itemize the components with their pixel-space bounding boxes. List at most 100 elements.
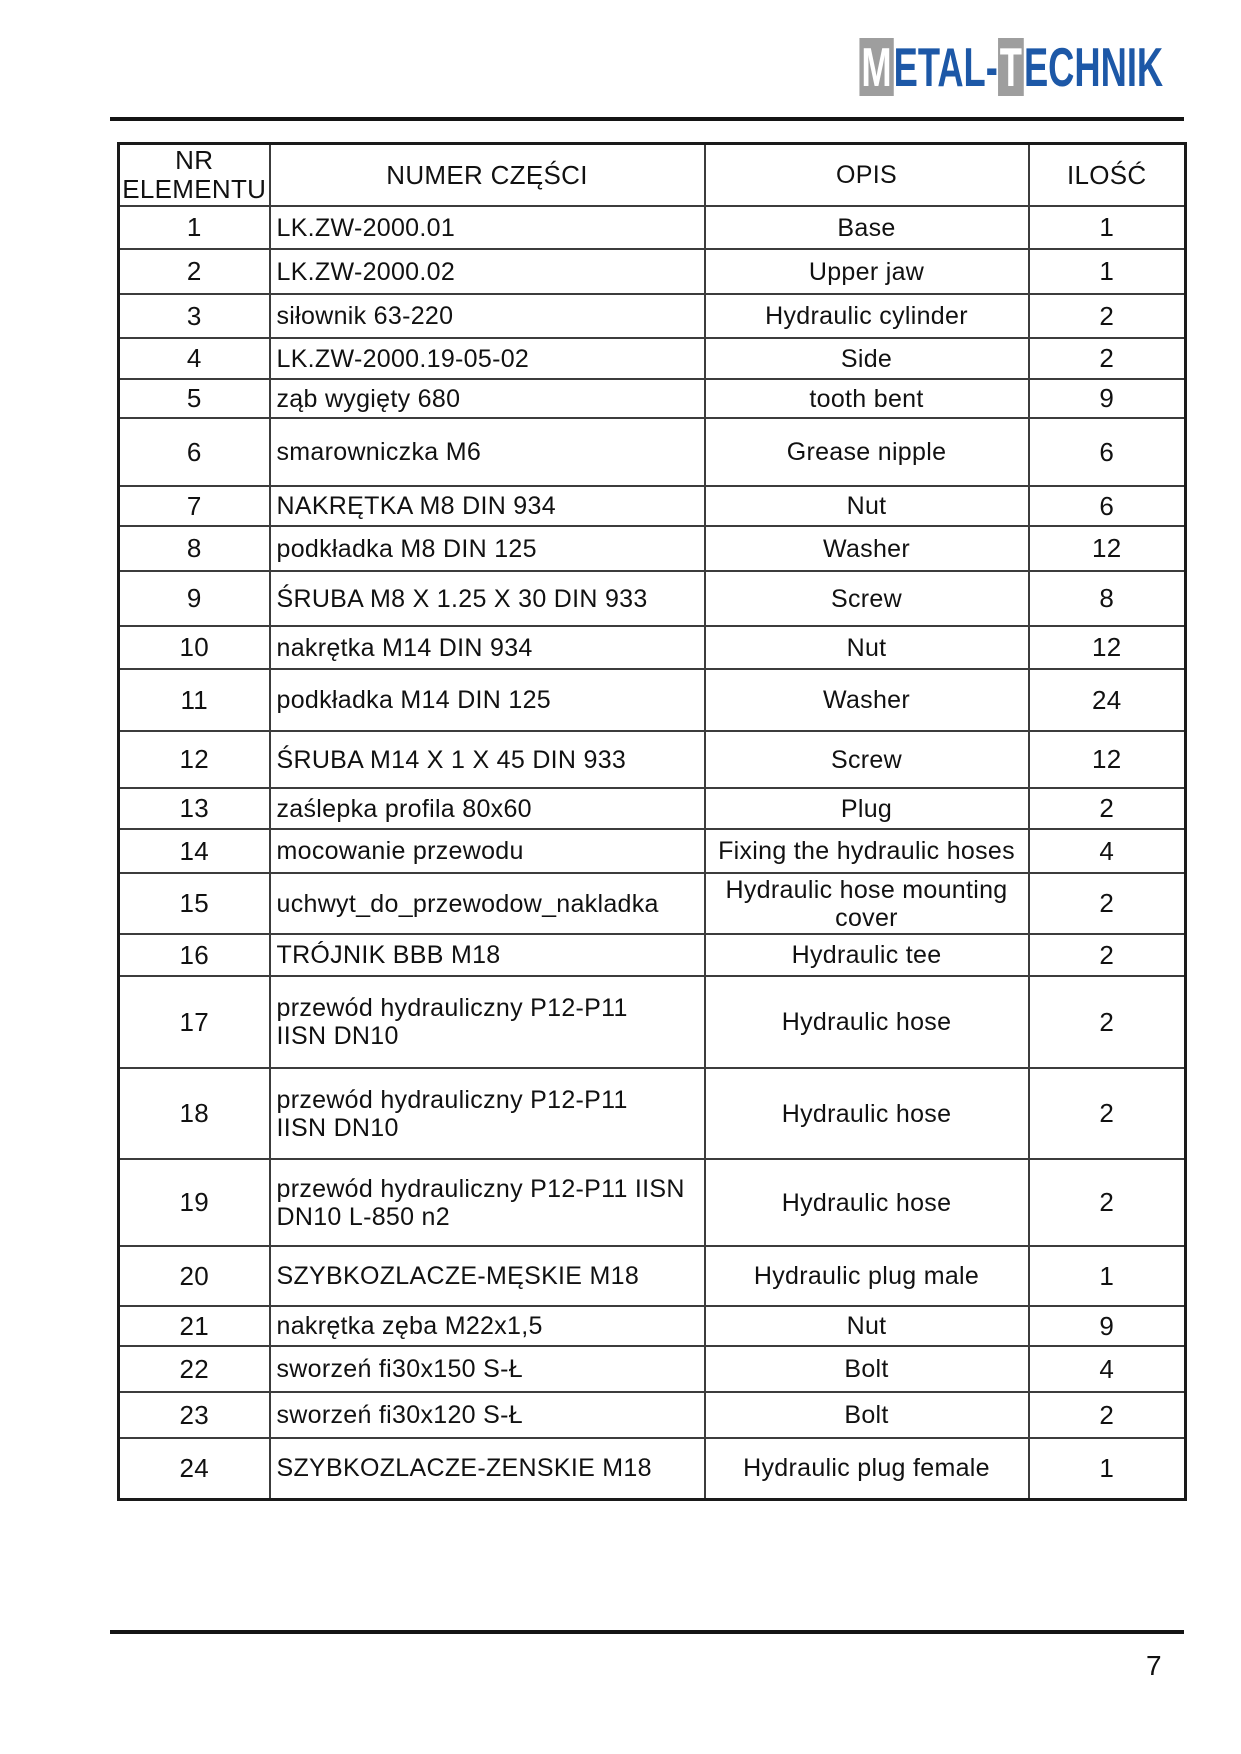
cell-opis: Hydraulic hose xyxy=(703,975,1030,1070)
cell-opis: Nut xyxy=(703,485,1030,528)
table-row: 16 TRÓJNIK BBB M18 Hydraulic tee 2 xyxy=(117,933,1187,978)
cell-numer: nakrętka zęba M22x1,5 xyxy=(268,1305,706,1348)
table-row: 22 sworzeń fi30x150 S-Ł Bolt 4 xyxy=(117,1345,1187,1394)
cell-ilosc: 1 xyxy=(1027,205,1187,251)
table-row: 8 podkładka M8 DIN 125 Washer 12 xyxy=(117,525,1187,573)
cell-ilosc: 1 xyxy=(1027,248,1187,296)
cell-numer: smarowniczka M6 xyxy=(268,417,706,488)
logo-letter-block-m: M xyxy=(859,35,894,98)
col-header-nr-elementu: NR ELEMENTU xyxy=(117,142,271,208)
cell-opis: Upper jaw xyxy=(703,248,1030,296)
cell-ilosc: 2 xyxy=(1027,1391,1187,1440)
cell-ilosc: 6 xyxy=(1027,417,1187,488)
table-row: 17 przewód hydrauliczny P12-P11 IISN DN10… xyxy=(117,975,1187,1070)
table-row: 23 sworzeń fi30x120 S-Ł Bolt 2 xyxy=(117,1391,1187,1440)
cell-ilosc: 2 xyxy=(1027,872,1187,936)
cell-ilosc: 1 xyxy=(1027,1437,1187,1501)
table-row: 11 podkładka M14 DIN 125 Washer 24 xyxy=(117,668,1187,733)
cell-nr: 2 xyxy=(117,248,271,296)
cell-ilosc: 24 xyxy=(1027,668,1187,733)
logo-letter-block-t: T xyxy=(997,35,1024,98)
table-row: 21 nakrętka zęba M22x1,5 Nut 9 xyxy=(117,1305,1187,1348)
cell-opis: Washer xyxy=(703,668,1030,733)
cell-ilosc: 2 xyxy=(1027,337,1187,381)
cell-nr: 21 xyxy=(117,1305,271,1348)
cell-opis: Base xyxy=(703,205,1030,251)
cell-nr: 9 xyxy=(117,570,271,628)
col-header-ilosc: ILOŚĆ xyxy=(1027,142,1187,208)
table-row: 24 SZYBKOZLACZE-ZENSKIE M18 Hydraulic plug… xyxy=(117,1437,1187,1501)
logo: M ETAL- T ECHNIK xyxy=(859,38,1163,96)
cell-nr: 14 xyxy=(117,828,271,875)
cell-opis: tooth bent xyxy=(703,378,1030,420)
cell-numer: uchwyt_do_przewodow_nakladka xyxy=(268,872,706,936)
table-row: 15 uchwyt_do_przewodow_nakladka Hydraulic … xyxy=(117,872,1187,936)
logo-text-echnik: ECHNIK xyxy=(1023,35,1163,98)
table-row: 4 LK.ZW-2000.19-05-02 Side 2 xyxy=(117,337,1187,381)
page-number: 7 xyxy=(1146,1650,1162,1681)
cell-nr: 22 xyxy=(117,1345,271,1394)
table-header-row: NR ELEMENTU NUMER CZĘŚCI OPIS ILOŚĆ xyxy=(117,142,1187,208)
cell-nr: 16 xyxy=(117,933,271,978)
cell-opis: Hydraulic hose xyxy=(703,1158,1030,1248)
cell-opis: Plug xyxy=(703,787,1030,831)
cell-opis: Hydraulic plug male xyxy=(703,1245,1030,1308)
col-header-numer-czesci: NUMER CZĘŚCI xyxy=(268,142,706,208)
cell-nr: 7 xyxy=(117,485,271,528)
cell-numer: TRÓJNIK BBB M18 xyxy=(268,933,706,978)
cell-nr: 1 xyxy=(117,205,271,251)
col-header-opis: OPIS xyxy=(703,142,1030,208)
cell-nr: 20 xyxy=(117,1245,271,1308)
cell-ilosc: 2 xyxy=(1027,1158,1187,1248)
parts-table: NR ELEMENTU NUMER CZĘŚCI OPIS ILOŚĆ 1 LK.… xyxy=(117,142,1187,1501)
cell-ilosc: 12 xyxy=(1027,730,1187,790)
cell-nr: 12 xyxy=(117,730,271,790)
cell-opis: Grease nipple xyxy=(703,417,1030,488)
table-row: 7 NAKRĘTKA M8 DIN 934 Nut 6 xyxy=(117,485,1187,528)
cell-ilosc: 12 xyxy=(1027,625,1187,671)
parts-table-body: 1 LK.ZW-2000.01 Base 1 2 LK.ZW-2000.02 Upper j… xyxy=(117,205,1187,1501)
cell-nr: 15 xyxy=(117,872,271,936)
table-row: 20 SZYBKOZLACZE-MĘSKIE M18 Hydraulic plug … xyxy=(117,1245,1187,1308)
cell-numer: ŚRUBA M14 X 1 X 45 DIN 933 xyxy=(268,730,706,790)
cell-numer: przewód hydrauliczny P12-P11 IISN DN10 xyxy=(268,1067,706,1161)
logo-text-etal: ETAL- xyxy=(893,35,998,98)
cell-ilosc: 6 xyxy=(1027,485,1187,528)
table-row: 18 przewód hydrauliczny P12-P11 IISN DN10… xyxy=(117,1067,1187,1161)
cell-numer: SZYBKOZLACZE-ZENSKIE M18 xyxy=(268,1437,706,1501)
table-row: 5 ząb wygięty 680 tooth bent 9 xyxy=(117,378,1187,420)
cell-opis: Side xyxy=(703,337,1030,381)
cell-numer: podkładka M8 DIN 125 xyxy=(268,525,706,573)
cell-opis: Hydraulic cylinder xyxy=(703,293,1030,340)
cell-numer: zaślepka profila 80x60 xyxy=(268,787,706,831)
cell-nr: 5 xyxy=(117,378,271,420)
cell-ilosc: 4 xyxy=(1027,828,1187,875)
cell-ilosc: 9 xyxy=(1027,378,1187,420)
cell-ilosc: 2 xyxy=(1027,787,1187,831)
cell-nr: 13 xyxy=(117,787,271,831)
cell-numer: sworzeń fi30x150 S-Ł xyxy=(268,1345,706,1394)
cell-numer: LK.ZW-2000.19-05-02 xyxy=(268,337,706,381)
cell-ilosc: 9 xyxy=(1027,1305,1187,1348)
cell-nr: 24 xyxy=(117,1437,271,1501)
cell-nr: 3 xyxy=(117,293,271,340)
table-row: 13 zaślepka profila 80x60 Plug 2 xyxy=(117,787,1187,831)
cell-nr: 11 xyxy=(117,668,271,733)
cell-numer: siłownik 63-220 xyxy=(268,293,706,340)
cell-ilosc: 4 xyxy=(1027,1345,1187,1394)
cell-opis: Nut xyxy=(703,1305,1030,1348)
cell-opis: Hydraulic hose xyxy=(703,1067,1030,1161)
cell-nr: 19 xyxy=(117,1158,271,1248)
cell-nr: 6 xyxy=(117,417,271,488)
cell-ilosc: 2 xyxy=(1027,933,1187,978)
cell-opis: Bolt xyxy=(703,1345,1030,1394)
cell-numer: ząb wygięty 680 xyxy=(268,378,706,420)
cell-numer: ŚRUBA M8 X 1.25 X 30 DIN 933 xyxy=(268,570,706,628)
table-row: 19 przewód hydrauliczny P12-P11 IISN DN10… xyxy=(117,1158,1187,1248)
cell-nr: 17 xyxy=(117,975,271,1070)
table-row: 1 LK.ZW-2000.01 Base 1 xyxy=(117,205,1187,251)
cell-numer: SZYBKOZLACZE-MĘSKIE M18 xyxy=(268,1245,706,1308)
cell-numer: NAKRĘTKA M8 DIN 934 xyxy=(268,485,706,528)
cell-opis: Fixing the hydraulic hoses xyxy=(703,828,1030,875)
